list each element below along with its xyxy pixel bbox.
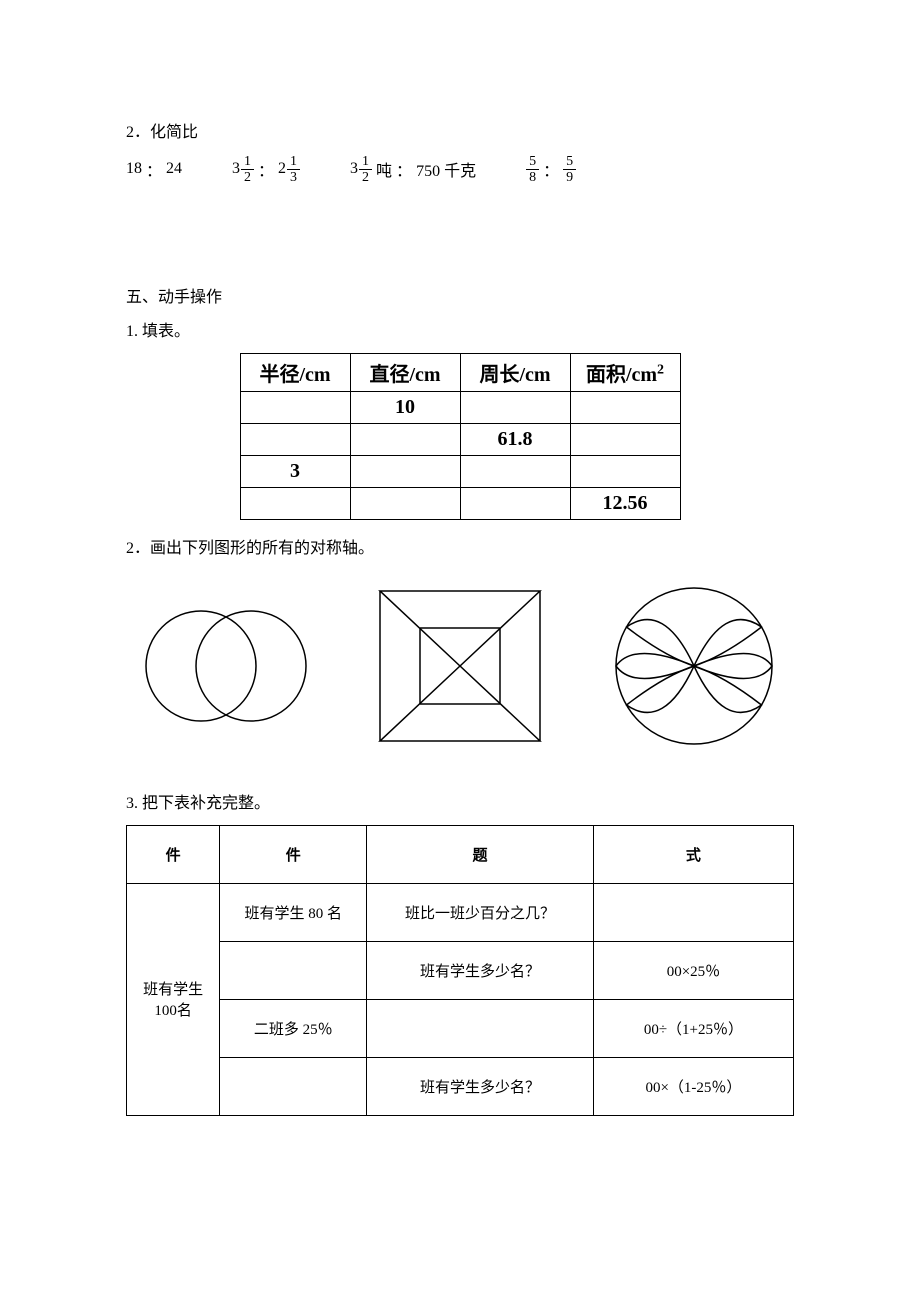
cell [570, 391, 680, 423]
mixed-fraction: 3 1 2 [350, 154, 372, 186]
cell: 班有学生多少名？ [367, 1057, 594, 1115]
colon-icon: ： [543, 157, 559, 181]
two-circles-icon [136, 591, 316, 741]
numerator: 1 [241, 154, 254, 170]
cell [220, 941, 367, 999]
question-5-2-title: 2．画出下列图形的所有的对称轴。 [126, 536, 794, 562]
question-2-title: 2．化简比 [126, 120, 794, 146]
numerator: 5 [526, 154, 539, 170]
expr-3-b: 750 千克 [416, 157, 476, 181]
cell: 班比一班少百分之几？ [367, 883, 594, 941]
triangles-icon [360, 581, 560, 751]
expr-1: 18 ： 24 [126, 157, 182, 181]
header-area: 面积/cm2 [570, 353, 680, 391]
flower-circle-icon [604, 581, 784, 751]
cell: 00×（1-25％） [593, 1057, 793, 1115]
cell: 00×25％ [593, 941, 793, 999]
header-a: 件 [127, 825, 220, 883]
header-b: 件 [220, 825, 367, 883]
whole-part: 3 [232, 160, 240, 178]
fraction-icon: 5 9 [563, 154, 576, 186]
table-header-row: 件 件 题 式 [127, 825, 794, 883]
symmetry-shapes-row [126, 581, 794, 751]
cell: 3 [240, 455, 350, 487]
cell [220, 1057, 367, 1115]
unit-ton: 吨 [376, 157, 392, 181]
cell [350, 423, 460, 455]
numerator: 1 [287, 154, 300, 170]
cell: 61.8 [460, 423, 570, 455]
denominator: 2 [241, 170, 254, 185]
expression-row: 18 ： 24 3 1 2 ： 2 1 3 3 1 2 吨 [126, 154, 794, 186]
table-row: 班有学生多少名？ 00×（1-25％） [127, 1057, 794, 1115]
header-diameter: 直径/cm [350, 353, 460, 391]
mixed-fraction: 2 1 3 [278, 154, 300, 186]
question-5-3-title: 3. 把下表补充完整。 [126, 791, 794, 817]
expr-4: 5 8 ： 5 9 [526, 154, 576, 186]
table-row: 二班多 25％ 00÷（1+25％） [127, 999, 794, 1057]
fraction-icon: 5 8 [526, 154, 539, 186]
expr-1-a: 18 [126, 160, 142, 178]
cell [367, 999, 594, 1057]
denominator: 3 [287, 170, 300, 185]
table-row: 班有学生 100名 班有学生 80 名 班比一班少百分之几？ [127, 883, 794, 941]
fraction-icon: 1 2 [359, 154, 372, 186]
cell [350, 487, 460, 519]
cell-merged: 班有学生 100名 [127, 883, 220, 1115]
cell [460, 455, 570, 487]
fraction-icon: 1 3 [287, 154, 300, 186]
cell: 12.56 [570, 487, 680, 519]
cell: 班有学生 80 名 [220, 883, 367, 941]
cell: 班有学生多少名？ [367, 941, 594, 999]
cell [240, 423, 350, 455]
cell [240, 391, 350, 423]
expr-2: 3 1 2 ： 2 1 3 [232, 154, 300, 186]
table-header-row: 半径/cm 直径/cm 周长/cm 面积/cm2 [240, 353, 680, 391]
table-row: 3 [240, 455, 680, 487]
table-row: 12.56 [240, 487, 680, 519]
expr-1-b: 24 [166, 160, 182, 178]
table-row: 10 [240, 391, 680, 423]
cell [460, 487, 570, 519]
colon-icon: ： [258, 157, 274, 181]
cell: 00÷（1+25％） [593, 999, 793, 1057]
cell: 10 [350, 391, 460, 423]
question-5-1-title: 1. 填表。 [126, 319, 794, 345]
whole-part: 3 [350, 160, 358, 178]
table-row: 61.8 [240, 423, 680, 455]
header-d: 式 [593, 825, 793, 883]
cell [570, 423, 680, 455]
denominator: 2 [359, 170, 372, 185]
numerator: 5 [563, 154, 576, 170]
percent-table: 件 件 题 式 班有学生 100名 班有学生 80 名 班比一班少百分之几？ 班… [126, 825, 794, 1116]
expr-3: 3 1 2 吨 ： 750 千克 [350, 154, 476, 186]
colon-icon: ： [396, 157, 412, 181]
header-circumference: 周长/cm [460, 353, 570, 391]
header-c: 题 [367, 825, 594, 883]
denominator: 8 [526, 170, 539, 185]
cell [570, 455, 680, 487]
cell [460, 391, 570, 423]
circle-table: 半径/cm 直径/cm 周长/cm 面积/cm2 10 61.8 3 12.56 [240, 353, 681, 520]
numerator: 1 [359, 154, 372, 170]
cell [593, 883, 793, 941]
header-radius: 半径/cm [240, 353, 350, 391]
cell: 二班多 25％ [220, 999, 367, 1057]
colon-icon: ： [146, 157, 162, 181]
section-5-title: 五、动手操作 [126, 285, 794, 311]
table-row: 班有学生多少名？ 00×25％ [127, 941, 794, 999]
mixed-fraction: 3 1 2 [232, 154, 254, 186]
cell [240, 487, 350, 519]
whole-part: 2 [278, 160, 286, 178]
fraction-icon: 1 2 [241, 154, 254, 186]
cell [350, 455, 460, 487]
denominator: 9 [563, 170, 576, 185]
